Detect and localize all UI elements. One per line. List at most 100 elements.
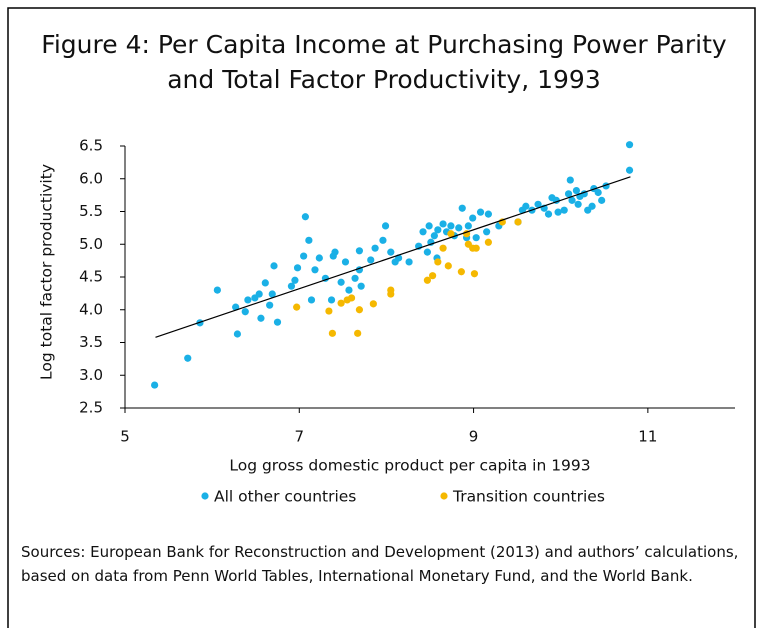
data-point	[423, 276, 431, 284]
data-point	[261, 279, 269, 287]
data-point	[472, 244, 480, 252]
data-point	[564, 190, 573, 198]
data-point	[470, 270, 479, 278]
legend-label: All other countries	[214, 488, 356, 506]
data-point	[315, 254, 323, 262]
data-point	[457, 268, 465, 276]
data-point	[476, 208, 485, 216]
y-tick-label: 5.5	[79, 202, 103, 220]
data-point	[572, 186, 581, 195]
data-point	[244, 296, 252, 304]
source-note: Sources: European Bank for Reconstructio…	[21, 543, 739, 585]
data-point	[574, 200, 582, 208]
data-point	[233, 330, 242, 338]
data-point	[544, 210, 553, 218]
data-point	[184, 354, 192, 362]
data-point	[455, 224, 463, 232]
x-tick-label: 9	[469, 428, 479, 446]
data-point	[241, 308, 249, 316]
data-point	[379, 236, 387, 244]
y-tick-label: 2.5	[79, 399, 103, 417]
x-tick-label: 7	[295, 428, 305, 446]
data-point	[434, 226, 442, 234]
data-point	[387, 290, 395, 298]
data-point	[522, 202, 530, 210]
data-point	[367, 256, 375, 264]
data-point	[447, 230, 455, 238]
y-tick-label: 6.0	[79, 169, 103, 187]
data-point	[484, 238, 492, 246]
data-point	[255, 290, 263, 298]
y-tick-label: 6.5	[79, 137, 103, 155]
data-point	[447, 222, 455, 230]
y-tick-label: 4.5	[79, 268, 103, 286]
chart-title: and Total Factor Productivity, 1993	[167, 65, 601, 94]
data-point	[287, 282, 296, 290]
y-tick-label: 5.0	[79, 235, 103, 253]
data-point	[464, 222, 472, 230]
data-point	[430, 232, 438, 240]
data-point	[429, 272, 437, 280]
data-point	[472, 234, 480, 242]
data-point	[300, 252, 308, 260]
x-axis-label: Log gross domestic product per capita in…	[229, 457, 590, 475]
data-point	[534, 200, 542, 208]
data-point	[213, 286, 221, 294]
data-point	[419, 228, 427, 236]
data-point	[331, 248, 339, 256]
data-point	[458, 204, 466, 212]
data-point	[434, 258, 442, 266]
data-point	[369, 300, 377, 308]
data-point	[355, 306, 364, 314]
data-point	[337, 278, 345, 286]
data-point	[257, 314, 265, 322]
data-point	[423, 248, 431, 256]
data-point	[311, 266, 319, 274]
data-point	[625, 141, 634, 149]
y-tick-label: 3.5	[79, 333, 103, 351]
y-tick-label: 4.0	[79, 300, 103, 318]
data-point	[381, 222, 390, 230]
data-point	[439, 220, 447, 228]
data-point	[266, 301, 274, 309]
data-point	[307, 296, 316, 304]
legend-marker	[201, 492, 209, 500]
data-point	[325, 307, 333, 315]
data-point	[425, 222, 433, 230]
x-tick-label: 5	[120, 428, 130, 446]
data-point	[598, 196, 606, 204]
data-point	[588, 202, 596, 210]
data-point	[305, 236, 313, 244]
trend-line	[155, 176, 631, 338]
data-point	[405, 258, 413, 266]
data-point	[151, 381, 159, 389]
data-point	[483, 228, 491, 236]
data-point	[341, 258, 350, 266]
data-point	[345, 286, 353, 294]
x-tick-label: 11	[638, 428, 657, 446]
data-point	[355, 247, 364, 255]
data-point	[387, 248, 395, 256]
y-axis-label: Log total factor productivity	[38, 164, 56, 380]
data-point	[268, 290, 276, 298]
data-point	[273, 318, 282, 326]
legend-marker	[440, 492, 448, 500]
y-tick-label: 3.0	[79, 366, 103, 384]
data-point	[439, 244, 447, 252]
chart-title: Figure 4: Per Capita Income at Purchasin…	[41, 30, 727, 59]
data-point	[347, 294, 356, 302]
data-point	[351, 274, 359, 282]
data-point	[357, 282, 365, 290]
data-point	[594, 188, 602, 197]
data-point	[568, 196, 576, 204]
data-point	[625, 166, 634, 174]
data-point	[301, 213, 309, 221]
data-point	[560, 206, 568, 214]
data-point	[514, 218, 522, 226]
data-point	[371, 244, 379, 252]
data-point	[327, 296, 336, 304]
data-point	[270, 262, 278, 270]
legend-label: Transition countries	[452, 488, 605, 506]
